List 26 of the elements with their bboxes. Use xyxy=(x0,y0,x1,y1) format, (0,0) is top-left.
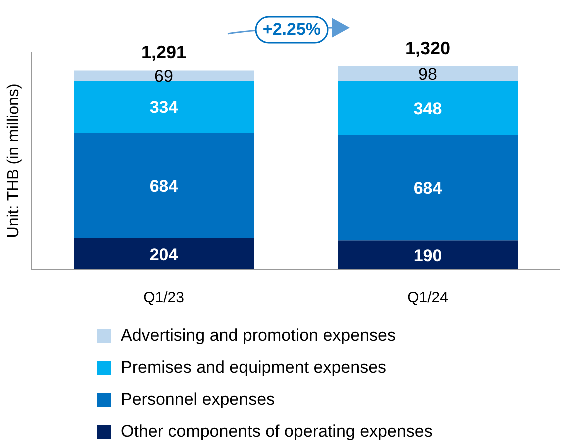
legend-label: Personnel expenses xyxy=(121,390,276,410)
data-label: 348 xyxy=(414,99,442,118)
data-label: 98 xyxy=(418,64,438,84)
legend-label: Premises and equipment expenses xyxy=(121,358,387,378)
data-label: 684 xyxy=(150,176,179,196)
text: +2.25% xyxy=(256,17,328,43)
legend-label: Other components of operating expenses xyxy=(121,422,433,441)
total-label: 1,291 xyxy=(141,42,187,63)
bar xyxy=(74,238,254,270)
data-label: 334 xyxy=(150,98,179,118)
x-tick-label: Q1/23 xyxy=(144,290,184,307)
bar xyxy=(74,70,254,82)
data-label: 69 xyxy=(154,67,174,86)
bar xyxy=(338,240,518,270)
data-label: 190 xyxy=(414,246,442,266)
bar xyxy=(338,81,518,136)
y-axis-title: Unit: THB (in millions) xyxy=(6,84,23,238)
legend-label: Advertising and promotion expenses xyxy=(121,326,396,346)
bar xyxy=(74,81,254,133)
x-tick-label: Q1/24 xyxy=(408,290,448,307)
bar xyxy=(338,135,518,241)
total-label: 1,320 xyxy=(405,38,451,58)
bar xyxy=(338,66,518,82)
data-label: 684 xyxy=(414,178,443,198)
data-label: 204 xyxy=(150,245,179,264)
bar xyxy=(74,132,254,239)
